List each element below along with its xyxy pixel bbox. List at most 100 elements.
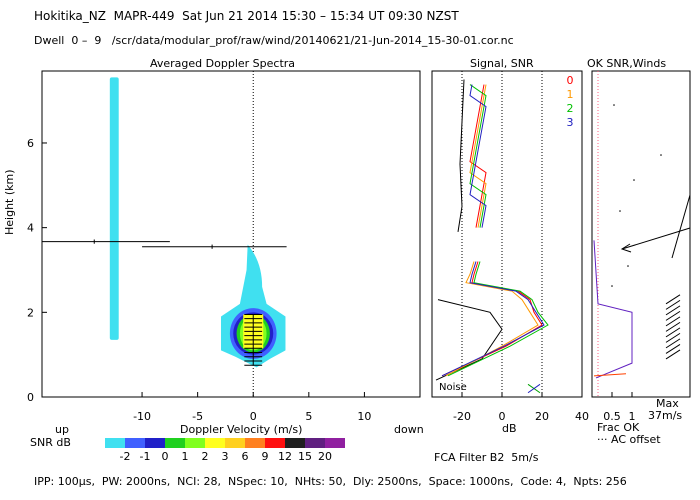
- x-tick-label: 10: [357, 410, 371, 423]
- down-label: down: [394, 423, 424, 436]
- wind-arrow: [665, 338, 681, 349]
- colorbar: -2 -1 0 1 2 3 6 9 12 15 20: [105, 438, 345, 463]
- legend-1: 1: [567, 88, 574, 101]
- snr-series-upper-0: [469, 84, 487, 228]
- y-tick-label: 0: [27, 391, 34, 404]
- colorbar-swatch: [105, 438, 125, 448]
- colorbar-swatch: [165, 438, 185, 448]
- snr-series-2: [447, 261, 549, 377]
- colorbar-swatch: [285, 438, 305, 448]
- spectra-frame: [41, 70, 421, 398]
- wind-arrow: [665, 327, 681, 338]
- spectra-plot: -10 -5 0 5 10 0 2 4 6: [27, 71, 371, 423]
- wind-dot: [633, 179, 635, 181]
- snr-series-3: [441, 261, 545, 377]
- wind-arrow: [665, 310, 681, 321]
- max-value: 37m/s: [648, 409, 683, 422]
- wind-dot: [619, 210, 621, 212]
- signal-x-tick-label: 0: [499, 410, 506, 423]
- snr-series-upper-3: [469, 84, 487, 228]
- colorbar-swatch: [185, 438, 205, 448]
- x-marker: [527, 383, 541, 394]
- snr-db-label: SNR dB: [30, 436, 71, 449]
- frac-ok-profile: [593, 240, 633, 379]
- colorbar-level: 12: [278, 450, 292, 463]
- wind-arrow: [665, 343, 681, 354]
- colorbar-level: 1: [182, 450, 189, 463]
- ok-x-tick-label: 1: [629, 410, 636, 423]
- signal-xlabel: dB: [502, 422, 517, 435]
- colorbar-level: 6: [242, 450, 249, 463]
- snr-series-upper-1: [469, 84, 487, 228]
- up-label: up: [55, 423, 69, 436]
- wind-arrow: [665, 294, 681, 305]
- wind-arrow: [665, 299, 681, 310]
- ok-winds-title: OK SNR,Winds: [587, 57, 667, 70]
- header-title: Hokitika_NZ MAPR-449 Sat Jun 21 2014 15:…: [34, 9, 459, 23]
- colorbar-swatch: [305, 438, 325, 448]
- colorbar-swatch: [145, 438, 165, 448]
- colorbar-swatch: [205, 438, 225, 448]
- wind-arrow: [665, 305, 681, 316]
- legend-3: 3: [567, 116, 574, 129]
- signal-x-tick-label: 20: [535, 410, 549, 423]
- colorbar-level: 20: [318, 450, 332, 463]
- wind-arrow: [665, 316, 681, 327]
- frac-ok-label: Frac OK: [597, 421, 640, 434]
- y-tick-label: 6: [27, 137, 34, 150]
- noise-label: Noise: [439, 382, 467, 393]
- noise-strip: [109, 77, 119, 340]
- snr-series-upper-2: [469, 84, 487, 228]
- colorbar-swatch: [125, 438, 145, 448]
- colorbar-swatch: [225, 438, 245, 448]
- colorbar-level: 0: [162, 450, 169, 463]
- x-tick-label: 5: [305, 410, 312, 423]
- snr-series-0: [441, 261, 543, 377]
- filter-label: FCA Filter B2 5m/s: [434, 451, 539, 464]
- signal-x-tick-label: 40: [575, 410, 589, 423]
- wind-arrowhead: [620, 243, 632, 253]
- x-tick-label: 0: [250, 410, 257, 423]
- y-axis-label: Height (km): [3, 169, 16, 235]
- y-tick-label: 4: [27, 222, 34, 235]
- ac-offset-label: ··· AC offset: [597, 433, 661, 446]
- signal-title: Signal, SNR: [470, 57, 534, 70]
- colorbar-level: -1: [140, 450, 151, 463]
- frac-ok-low: [593, 373, 627, 377]
- colorbar-level: 9: [262, 450, 269, 463]
- wind-dot: [660, 154, 662, 156]
- noise-curve-lower: [435, 299, 503, 381]
- params-line: IPP: 100μs, PW: 2000ns, NCI: 28, NSpec: …: [34, 475, 627, 488]
- snr-series-1: [445, 261, 539, 377]
- legend-2: 2: [567, 102, 574, 115]
- ok-x-tick-label: 0.5: [603, 410, 621, 423]
- header-dwell: Dwell 0 – 9 /scr/data/modular_prof/raw/w…: [34, 34, 514, 47]
- wind-dot: [627, 265, 629, 267]
- wind-arrow-large: [621, 227, 691, 250]
- y-tick-label: 2: [27, 306, 34, 319]
- colorbar-level: 3: [222, 450, 229, 463]
- wind-arrow: [665, 321, 681, 332]
- colorbar-swatch: [265, 438, 285, 448]
- wind-dot: [613, 104, 615, 106]
- spectra-title: Averaged Doppler Spectra: [150, 57, 296, 70]
- wind-arrow: [665, 349, 681, 360]
- winds-plot: 0.5 1: [593, 71, 691, 423]
- x-tick-label: -5: [192, 410, 203, 423]
- x-axis-label: Doppler Velocity (m/s): [180, 423, 303, 436]
- colorbar-level: -2: [120, 450, 131, 463]
- wind-arrow-large: [671, 194, 691, 259]
- wind-dot: [611, 285, 613, 287]
- winds-frame: [591, 70, 691, 398]
- signal-x-tick-label: -20: [453, 410, 471, 423]
- signal-frame: [431, 70, 583, 398]
- legend-0: 0: [567, 74, 574, 87]
- max-label: Max: [656, 397, 679, 410]
- wind-arrow: [665, 332, 681, 343]
- colorbar-level: 2: [202, 450, 209, 463]
- noise-curve-upper: [457, 79, 465, 232]
- colorbar-swatch: [245, 438, 265, 448]
- x-tick-label: -10: [133, 410, 151, 423]
